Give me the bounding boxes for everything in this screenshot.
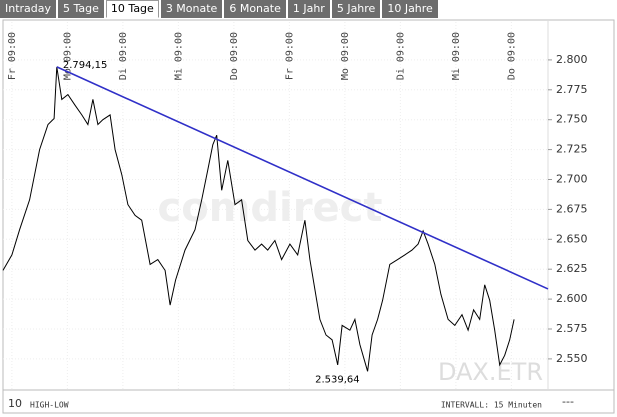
footer-interval: INTERVALL: 15 Minuten — [441, 401, 542, 410]
y-tick-label: 2.750 — [556, 113, 588, 126]
tab[interactable]: 10 Tage — [105, 0, 159, 18]
y-tick-label: 2.800 — [556, 53, 588, 66]
y-tick-label: 2.625 — [556, 262, 588, 275]
x-tick-label: Fr 09:00 — [7, 32, 18, 80]
y-tick-label: 2.700 — [556, 173, 588, 186]
low-label: 2.539,64 — [315, 374, 360, 385]
y-tick-label: 2.675 — [556, 202, 588, 215]
tab[interactable]: 5 Tage — [58, 0, 104, 18]
trendline — [56, 66, 549, 290]
footer-right: --- — [562, 395, 574, 408]
footer-mode: HIGH-LOW — [30, 401, 69, 410]
footer-count: 10 — [8, 397, 22, 410]
x-tick-label: Mi 09:00 — [451, 32, 462, 80]
watermark: comdirect — [158, 185, 383, 231]
tab[interactable]: 6 Monate — [224, 0, 286, 18]
x-tick-label: Fr 09:00 — [284, 32, 295, 80]
x-tick-label: Di 09:00 — [118, 32, 129, 80]
symbol-watermark: DAX.ETR — [438, 358, 543, 386]
x-tick-label: Do 09:00 — [229, 32, 240, 80]
x-tick-label: Di 09:00 — [395, 32, 406, 80]
x-tick-label: Mi 09:00 — [173, 32, 184, 80]
x-tick-label: Mo 09:00 — [340, 32, 351, 80]
tab[interactable]: Intraday — [0, 0, 57, 18]
tab[interactable]: 5 Jahre — [331, 0, 381, 18]
high-label: 2.794,15 — [63, 60, 108, 71]
y-tick-label: 2.600 — [556, 292, 588, 305]
y-tick-label: 2.550 — [556, 352, 588, 365]
y-tick-label: 2.650 — [556, 232, 588, 245]
y-tick-label: 2.575 — [556, 322, 588, 335]
price-line — [2, 66, 515, 372]
tab[interactable]: 1 Jahr — [287, 0, 330, 18]
tab-bar: Intraday 5 Tage 10 Tage 3 Monate 6 Monate 1 J… — [0, 0, 440, 18]
y-tick-label: 2.775 — [556, 83, 588, 96]
x-tick-label: Do 09:00 — [506, 32, 517, 80]
chart-frame — [2, 19, 615, 414]
y-tick-label: 2.725 — [556, 143, 588, 156]
x-tick-label: Mo 09:00 — [62, 32, 73, 80]
tab[interactable]: 10 Jahre — [382, 0, 438, 18]
tab[interactable]: 3 Monate — [160, 0, 223, 18]
